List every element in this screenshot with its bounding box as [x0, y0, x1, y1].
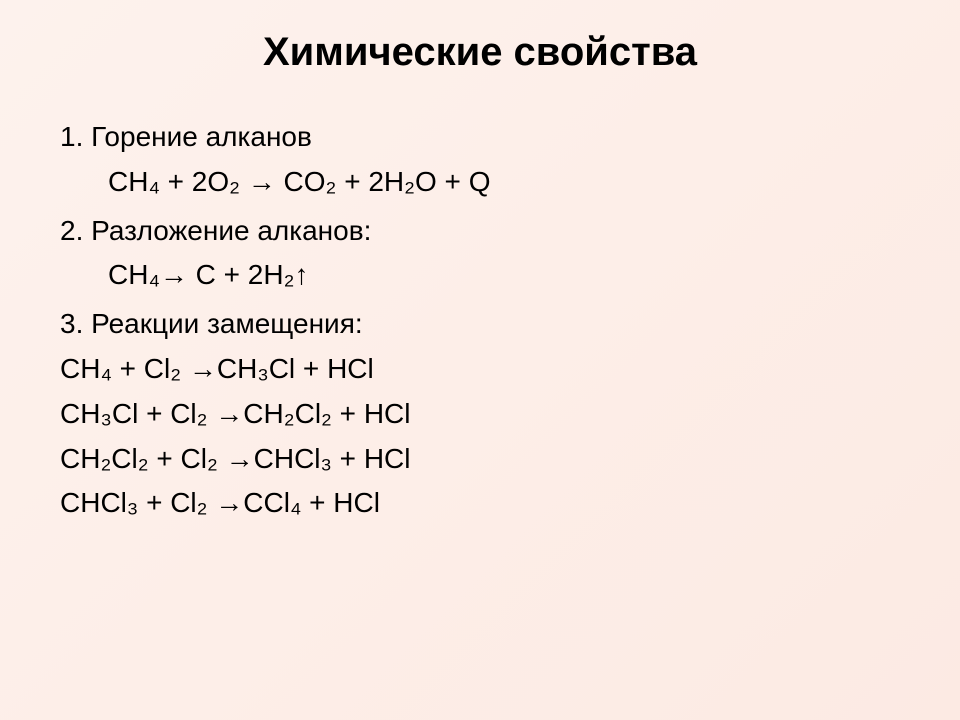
- section-3-header: 3. Реакции замещения:: [60, 302, 900, 347]
- section-1-header: 1. Горение алканов: [60, 115, 900, 160]
- section-3-eq3: CH₂Cl₂ + Cl₂ →CHCl₃ + HCl: [60, 437, 900, 482]
- section-3-eq4: CHCl₃ + Cl₂ →CCl₄ + HCl: [60, 481, 900, 526]
- section-3-eq2: CH₃Cl + Cl₂ →CH₂Cl₂ + HCl: [60, 392, 900, 437]
- slide-title: Химические свойства: [60, 30, 900, 75]
- section-2-header: 2. Разложение алканов:: [60, 209, 900, 254]
- section-3-eq1: CH₄ + Cl₂ →CH₃Cl + HCl: [60, 347, 900, 392]
- section-2-equation: CH₄→ C + 2H₂↑: [60, 253, 900, 298]
- section-1-equation: CH₄ + 2O₂ → CO₂ + 2H₂O + Q: [60, 160, 900, 205]
- slide-content: 1. Горение алканов CH₄ + 2O₂ → CO₂ + 2H₂…: [60, 115, 900, 526]
